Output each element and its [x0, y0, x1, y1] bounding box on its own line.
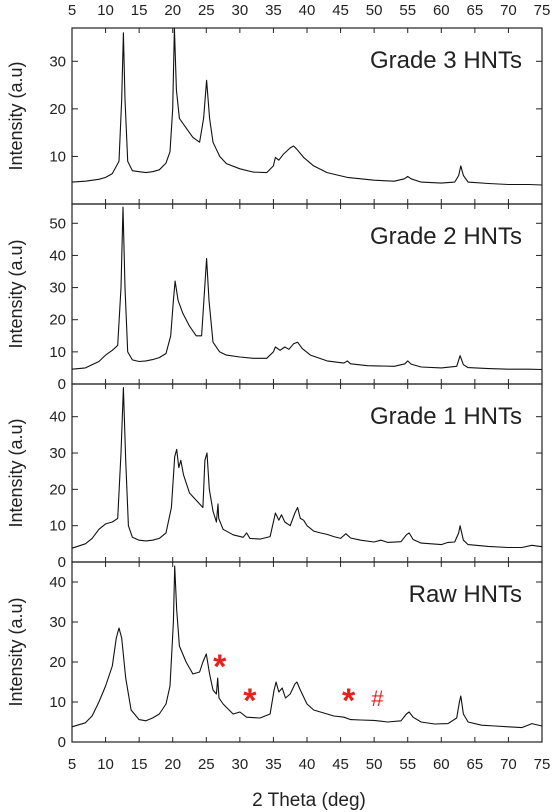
- x-tick-label: 75: [534, 756, 551, 773]
- panel-label: Grade 2 HNTs: [370, 223, 522, 250]
- y-tick-label: 10: [49, 344, 66, 361]
- x-tick-label: 65: [467, 756, 484, 773]
- panel-4: 0 10 20 30 40 Intensity (a.u) Raw HNTs * * * #: [6, 561, 543, 751]
- y-tick-label: 30: [49, 445, 66, 462]
- x-tick-label-top: 40: [299, 2, 316, 19]
- x-tick-label-top: 35: [265, 2, 282, 19]
- x-tick-label: 20: [164, 756, 181, 773]
- y-tick-label: 20: [49, 312, 66, 329]
- series-line: [71, 387, 543, 549]
- asterisk-marker: *: [213, 648, 227, 686]
- y-tick-label: 0: [58, 376, 66, 393]
- y-tick-label: 30: [49, 614, 66, 631]
- y-axis-label: Intensity (a.u): [6, 597, 26, 706]
- y-tick-label: 40: [49, 574, 66, 591]
- x-tick-label-top: 75: [534, 2, 551, 19]
- x-tick-label-top: 55: [399, 2, 416, 19]
- y-tick-label: 10: [49, 518, 66, 535]
- y-tick-label: 30: [49, 280, 66, 297]
- x-tick-label: 45: [332, 756, 349, 773]
- y-tick-label: 20: [49, 101, 66, 118]
- y-tick-label: 20: [49, 481, 66, 498]
- x-tick-label: 35: [265, 756, 282, 773]
- x-tick-label-top: 10: [97, 2, 114, 19]
- asterisk-marker: *: [342, 682, 356, 720]
- y-tick-label: 50: [49, 215, 66, 232]
- x-tick-label: 55: [399, 756, 416, 773]
- x-tick-label: 25: [198, 756, 215, 773]
- x-tick-label-top: 5: [68, 2, 76, 19]
- asterisk-marker: *: [243, 682, 257, 720]
- x-tick-label: 60: [433, 756, 450, 773]
- series-line: [71, 565, 543, 729]
- x-tick-label-top: 70: [500, 2, 517, 19]
- y-tick-label: 40: [49, 247, 66, 264]
- panels-layer: 10 20 30 Intensity (a.u) Grade 3 HNTs 0 10 20 30…: [6, 27, 543, 751]
- panel-label: Grade 3 HNTs: [370, 47, 522, 74]
- y-tick-label: 40: [49, 409, 66, 426]
- x-tick-label-top: 50: [366, 2, 383, 19]
- series-line: [71, 206, 543, 371]
- x-tick-label: 50: [366, 756, 383, 773]
- y-axis-label: Intensity (a.u): [6, 418, 26, 527]
- x-tick-label: 40: [299, 756, 316, 773]
- y-tick-label: 20: [49, 654, 66, 671]
- y-tick-label: 10: [49, 694, 66, 711]
- x-tick-label: 10: [97, 756, 114, 773]
- panel-2: 0 10 20 30 40 50 Intensity (a.u) Grade 2 HNTs: [6, 203, 543, 393]
- x-axis-label: 2 Theta (deg): [252, 790, 366, 811]
- x-tick-label: 5: [68, 756, 76, 773]
- x-tick-label-top: 20: [164, 2, 181, 19]
- x-tick-label-top: 15: [131, 2, 148, 19]
- x-tick-label-top: 65: [467, 2, 484, 19]
- x-axis: 5510101515202025253030353540404545505055…: [68, 2, 551, 773]
- y-axis-label: Intensity (a.u): [6, 61, 26, 170]
- x-tick-label-top: 30: [232, 2, 249, 19]
- x-tick-label: 15: [131, 756, 148, 773]
- x-tick-label-top: 25: [198, 2, 215, 19]
- y-tick-label: 0: [58, 734, 66, 751]
- y-tick-label: 30: [49, 53, 66, 70]
- x-tick-label: 30: [232, 756, 249, 773]
- panel-1: 10 20 30 Intensity (a.u) Grade 3 HNTs: [6, 27, 543, 205]
- series-line: [71, 27, 543, 186]
- y-tick-label: 0: [58, 554, 66, 571]
- x-tick-label: 70: [500, 756, 517, 773]
- panel-label: Grade 1 HNTs: [370, 403, 522, 430]
- x-tick-label-top: 45: [332, 2, 349, 19]
- hash-marker: #: [371, 686, 384, 711]
- panel-label: Raw HNTs: [409, 581, 522, 608]
- y-tick-label: 10: [49, 148, 66, 165]
- y-axis-label: Intensity (a.u): [6, 239, 26, 348]
- panel-3: 0 10 20 30 40 Intensity (a.u) Grade 1 HNTs: [6, 383, 543, 571]
- x-tick-label-top: 60: [433, 2, 450, 19]
